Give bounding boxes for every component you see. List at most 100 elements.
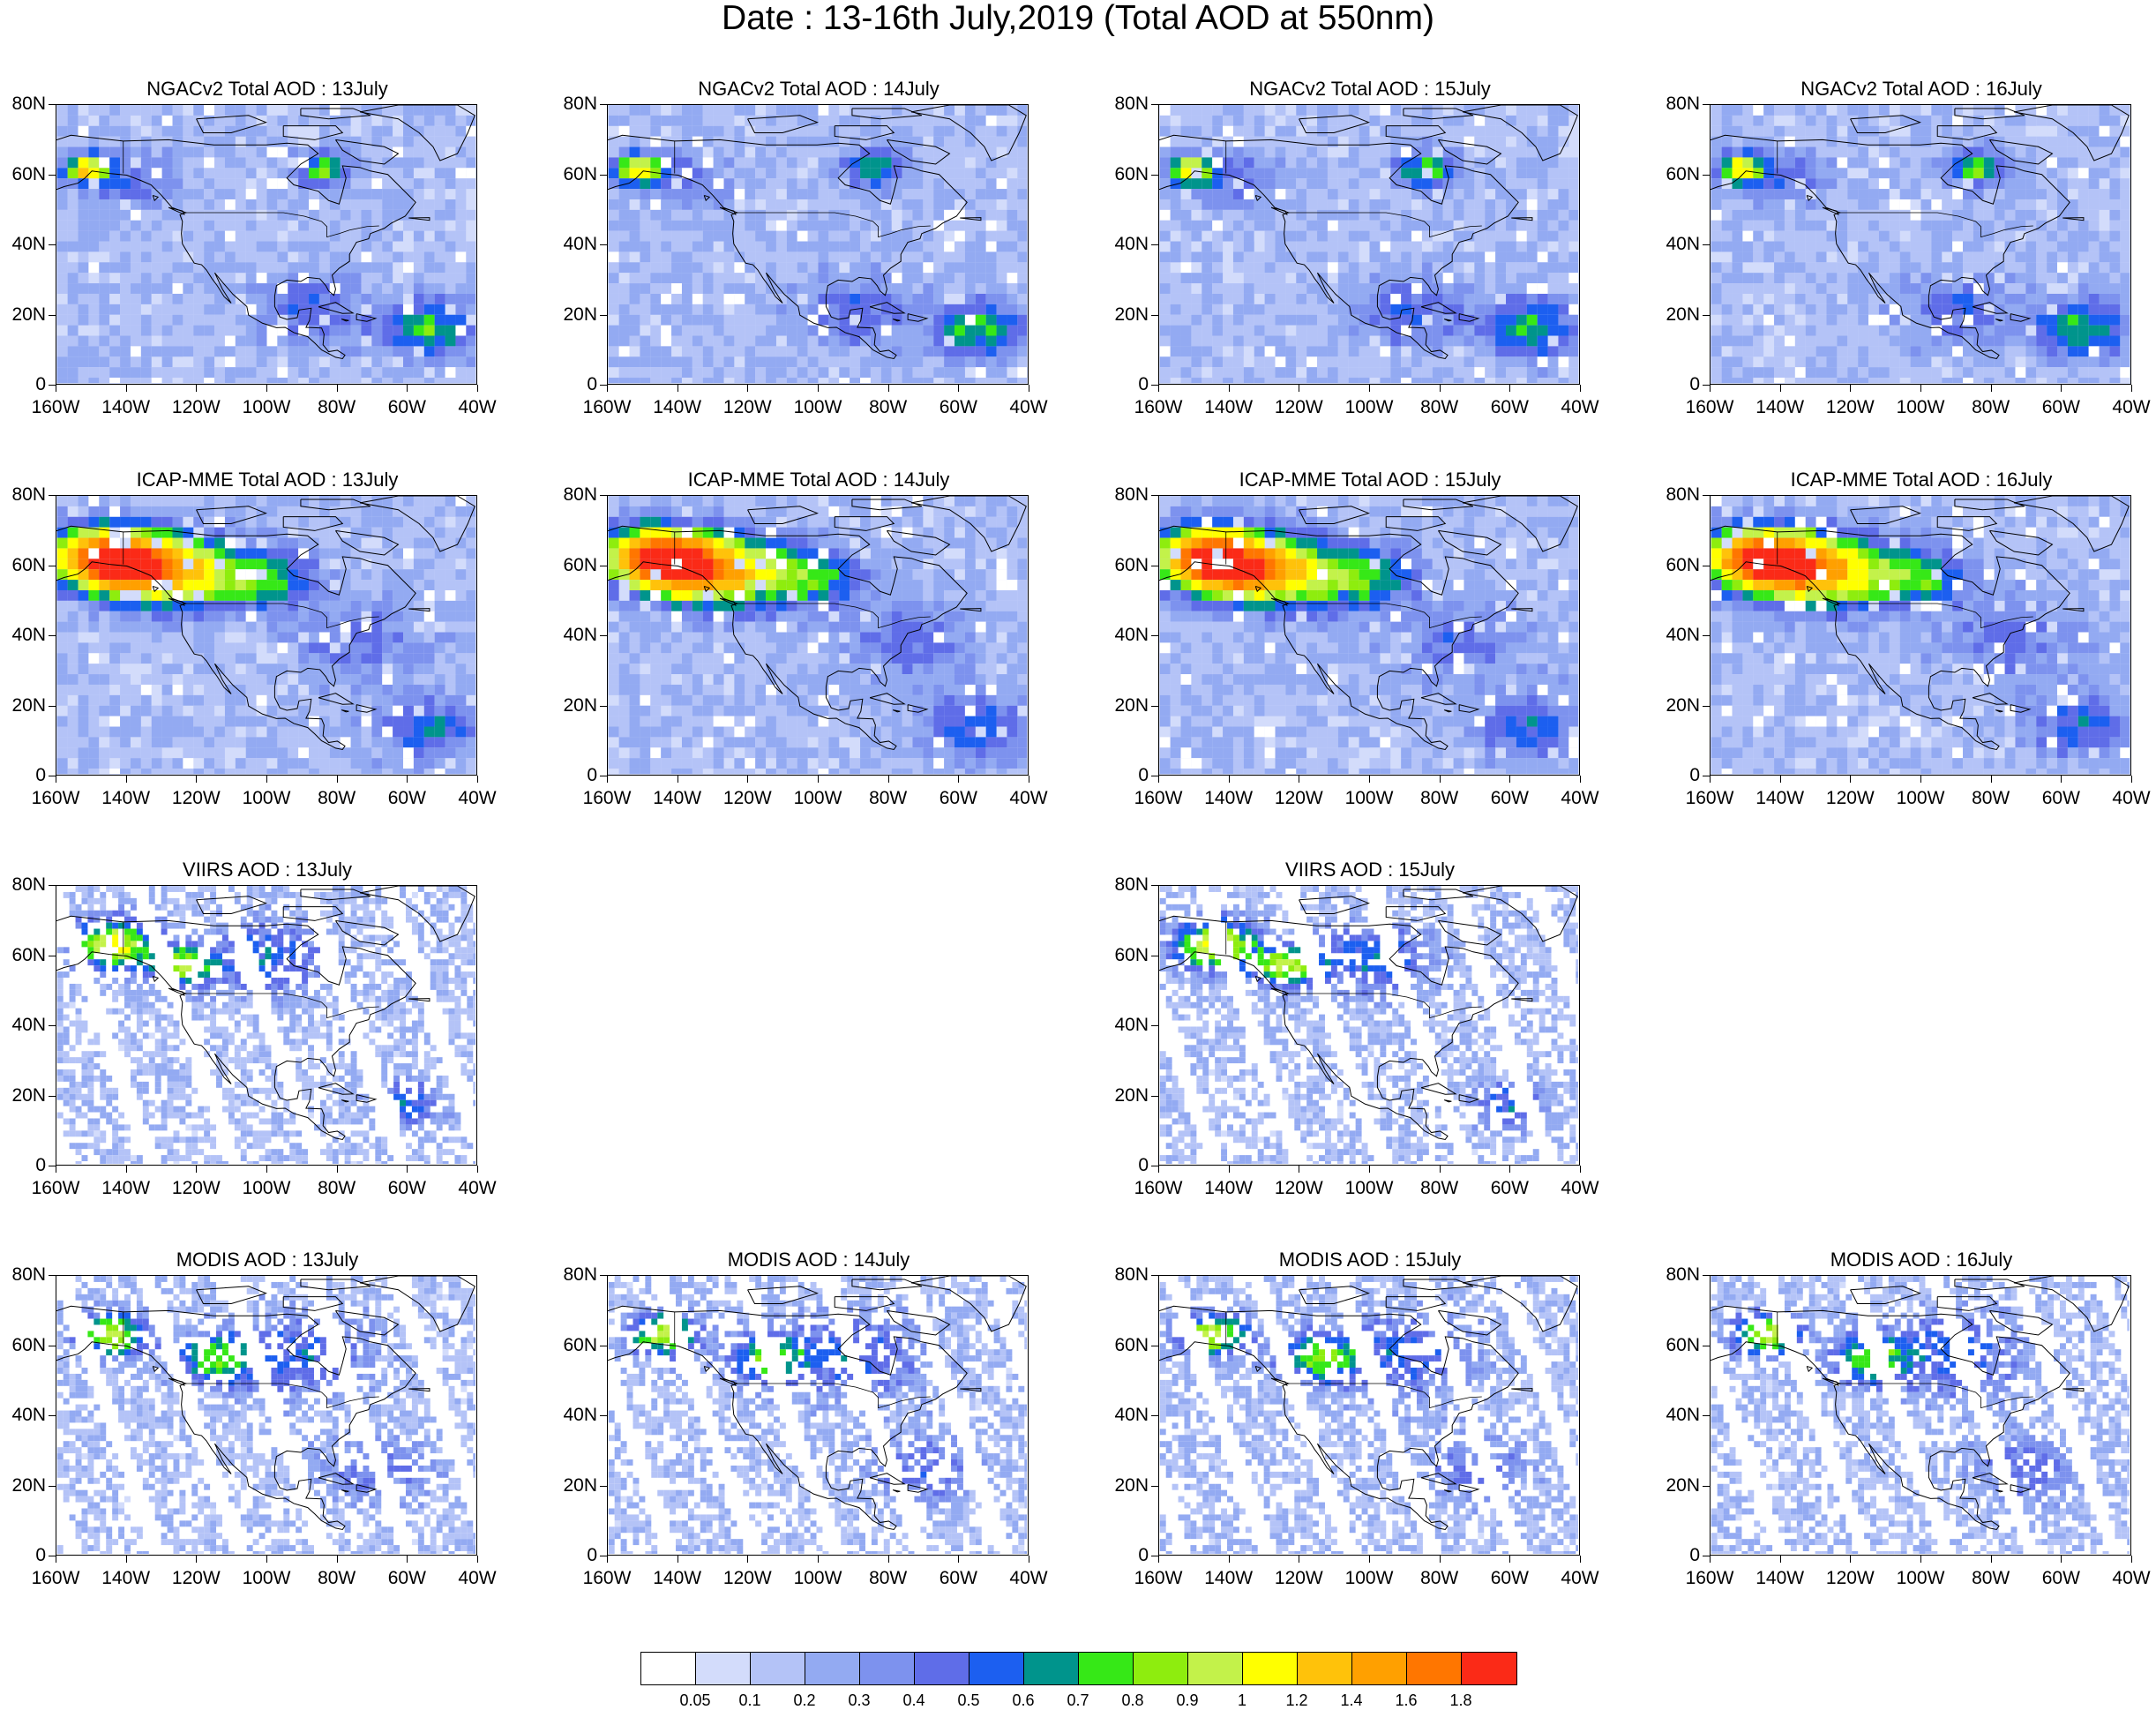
- y-tick: [1151, 1485, 1158, 1487]
- x-tick: [958, 385, 960, 392]
- x-tick-label: 140W: [101, 788, 151, 808]
- x-tick-label: 120W: [171, 1178, 221, 1198]
- colorbar-label: 1.6: [1395, 1691, 1418, 1709]
- colorbar-swatch: [1188, 1653, 1243, 1684]
- aod-field: [608, 105, 1027, 383]
- y-tick: [49, 705, 56, 707]
- y-tick: [49, 104, 56, 105]
- x-tick-label: 160W: [31, 1178, 80, 1198]
- y-tick-label: 0: [35, 765, 46, 785]
- colorbar-swatch: [641, 1653, 696, 1684]
- x-tick-label: 40W: [458, 788, 497, 808]
- y-tick: [1151, 385, 1158, 386]
- x-tick-label: 140W: [101, 1568, 151, 1588]
- aod-field: [56, 1276, 475, 1554]
- x-tick-label: 60W: [387, 397, 426, 417]
- colorbar-label: 0.6: [1012, 1691, 1035, 1709]
- aod-map: [56, 885, 477, 1166]
- colorbar-swatch: [1134, 1653, 1188, 1684]
- x-tick-label: 80W: [1972, 788, 2010, 808]
- x-tick: [1158, 385, 1159, 392]
- y-tick-label: 40N: [1114, 234, 1149, 254]
- aod-map: [607, 104, 1029, 385]
- y-tick-label: 0: [1138, 1545, 1149, 1565]
- x-tick: [1158, 776, 1159, 783]
- y-tick: [49, 1025, 56, 1026]
- x-tick-label: 80W: [318, 1178, 356, 1198]
- x-tick: [1228, 1556, 1230, 1563]
- x-tick-label: 120W: [171, 1568, 221, 1588]
- x-tick: [2061, 776, 2062, 783]
- y-tick: [1151, 495, 1158, 496]
- x-tick-label: 160W: [1685, 1568, 1734, 1588]
- y-tick: [1151, 244, 1158, 245]
- aod-field: [608, 1276, 1027, 1554]
- y-tick: [1151, 1415, 1158, 1416]
- x-tick: [1850, 385, 1852, 392]
- x-tick-label: 40W: [1561, 788, 1599, 808]
- x-tick-label: 100W: [242, 1178, 291, 1198]
- y-tick-label: 20N: [1666, 694, 1700, 716]
- map-panel: ICAP-MME Total AOD : 16July 80N 60N 40N 20N 0…: [1654, 469, 2150, 857]
- y-tick-label: 80N: [563, 1264, 597, 1285]
- y-tick-label: 40N: [1666, 234, 1700, 254]
- y-tick-label: 80N: [1666, 94, 1700, 114]
- aod-field: [1159, 886, 1578, 1164]
- y-tick: [600, 495, 607, 496]
- x-tick: [407, 776, 408, 783]
- panel-title: MODIS AOD : 15July: [1278, 1249, 1462, 1271]
- y-tick-label: 0: [1138, 1155, 1149, 1175]
- aod-map: [1158, 1275, 1580, 1556]
- x-tick: [1228, 385, 1230, 392]
- x-tick-label: 60W: [1490, 1568, 1529, 1588]
- y-tick-label: 80N: [1114, 94, 1149, 114]
- x-tick: [1920, 776, 1921, 783]
- aod-field: [56, 886, 475, 1164]
- x-tick-label: 100W: [242, 788, 291, 808]
- x-tick: [1779, 1556, 1781, 1563]
- panel-title: ICAP-MME Total AOD : 16July: [1790, 469, 2053, 491]
- colorbar-swatch: [1462, 1653, 1516, 1684]
- x-tick-label: 160W: [582, 788, 632, 808]
- x-tick-label: 40W: [458, 397, 497, 417]
- coastlines: [56, 1276, 475, 1531]
- y-tick: [1703, 635, 1710, 636]
- y-tick-label: 0: [587, 765, 597, 785]
- x-tick-label: 120W: [1825, 397, 1875, 417]
- x-tick-label: 100W: [1896, 397, 1945, 417]
- y-tick-label: 40N: [1666, 1405, 1700, 1425]
- y-tick: [1703, 385, 1710, 386]
- x-tick-label: 40W: [1561, 397, 1599, 417]
- coastlines: [1159, 886, 1578, 1141]
- colorbar-swatch: [969, 1653, 1024, 1684]
- panel-title: VIIRS AOD : 13July: [183, 859, 352, 881]
- colorbar-label: 0.7: [1067, 1691, 1089, 1709]
- x-tick-label: 40W: [2112, 788, 2151, 808]
- x-tick-label: 40W: [2112, 397, 2151, 417]
- x-tick-label: 40W: [1009, 1568, 1048, 1588]
- x-tick-label: 60W: [387, 788, 426, 808]
- y-tick: [49, 885, 56, 886]
- colorbar-label: 0.9: [1176, 1691, 1199, 1709]
- map-panel: NGACv2 Total AOD : 13July 80N 60N 40N 20N 0 16…: [0, 78, 496, 466]
- x-tick-label: 80W: [318, 397, 356, 417]
- x-tick: [1158, 1556, 1159, 1563]
- y-tick-label: 0: [35, 1545, 46, 1565]
- x-tick-label: 160W: [31, 788, 80, 808]
- y-tick-label: 40N: [1114, 625, 1149, 645]
- aod-map: [56, 1275, 477, 1556]
- y-tick: [600, 635, 607, 636]
- x-tick: [2061, 385, 2062, 392]
- y-tick: [49, 244, 56, 245]
- coastlines: [1711, 105, 2130, 360]
- x-tick: [266, 776, 267, 783]
- x-tick: [196, 776, 198, 783]
- x-tick: [407, 1166, 408, 1173]
- x-tick: [125, 776, 127, 783]
- y-tick-label: 60N: [1114, 944, 1149, 965]
- aod-field: [1711, 1276, 2130, 1554]
- y-tick: [1703, 1485, 1710, 1487]
- colorbar-swatch: [1024, 1653, 1079, 1684]
- x-tick-label: 100W: [1896, 1568, 1945, 1588]
- x-tick: [477, 385, 478, 392]
